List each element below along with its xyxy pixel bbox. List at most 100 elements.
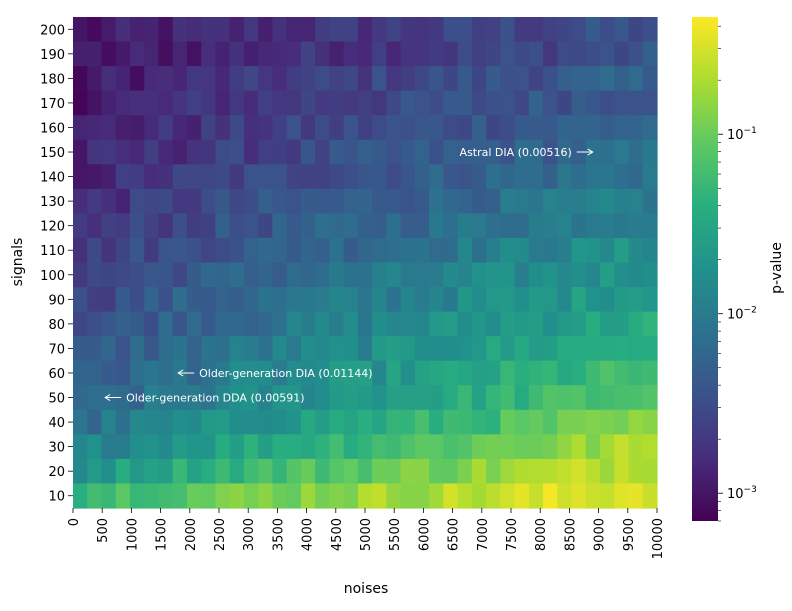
heatmap-cell [300,409,316,435]
heatmap-cell [272,188,288,214]
heatmap-cell [215,115,231,141]
heatmap-cell [172,311,188,337]
heatmap-cell [215,66,231,92]
heatmap-cell [571,434,587,460]
heatmap-cell [628,262,644,288]
heatmap-cell [514,90,530,116]
heatmap-cell [457,287,473,313]
heatmap-cell [272,90,288,116]
heatmap-cell [571,115,587,141]
heatmap-cell [115,336,131,362]
heatmap-cell [557,483,573,509]
heatmap-cell [229,287,245,313]
annotation-arrowhead [104,394,111,401]
heatmap-cell [215,409,231,435]
heatmap-cell [543,262,558,288]
heatmap-cell [129,360,145,386]
heatmap-cell [129,262,145,288]
heatmap-cell [315,458,330,485]
heatmap-cell [500,360,516,386]
heatmap-cell [258,90,274,116]
heatmap-cell [614,213,630,239]
heatmap-cell [357,213,373,239]
heatmap-cell [215,17,231,43]
x-axis: 0 500 1000 1500 2000 2500 3000 3500 4000 4500 5000… [67,508,666,559]
heatmap-cell [386,262,402,288]
heatmap-cell [201,287,217,313]
heatmap-cell [585,385,601,411]
heatmap-cell [186,213,202,239]
heatmap-cell [243,287,259,313]
heatmap-cell [243,66,259,92]
heatmap-cell [229,237,245,264]
heatmap-cell [543,213,558,239]
heatmap-cell [115,115,131,141]
heatmap-cell [600,360,615,386]
heatmap-cell [543,311,558,337]
heatmap-cell [628,287,644,313]
heatmap-cell [215,287,231,313]
heatmap-cell [614,483,630,509]
heatmap-cell [229,213,245,239]
heatmap-cell [628,237,644,264]
heatmap-cell [642,237,658,264]
heatmap-cell [471,458,487,485]
heatmap-cell [500,237,516,264]
heatmap-cell [386,311,402,337]
heatmap-cell [201,90,217,116]
heatmap-cell [315,66,330,92]
heatmap-cell [557,115,573,141]
heatmap-cell [158,287,174,313]
heatmap-cell [400,17,416,43]
heatmap-cell [144,434,160,460]
heatmap-cell [329,90,345,116]
heatmap-cell [115,287,131,313]
heatmap-cell [600,115,615,141]
x-tick-label: 5500 [388,518,403,551]
heatmap-cell [457,164,473,190]
heatmap-cell [201,311,217,337]
heatmap-cell [87,434,103,460]
heatmap-cell [87,483,103,509]
heatmap-cell [628,360,644,386]
heatmap-cell [300,262,316,288]
heatmap-cell [129,66,145,92]
heatmap-cell [585,115,601,141]
heatmap-cell [543,164,558,190]
heatmap-cell [243,139,259,165]
heatmap-cell [215,90,231,116]
heatmap-cell [414,17,430,43]
heatmap-cell [87,458,103,485]
y-tick-label: 110 [40,244,65,259]
heatmap-cell [215,434,231,460]
heatmap-cell [600,287,615,313]
heatmap-cell [129,483,145,509]
heatmap-cell [243,409,259,435]
heatmap-cell [329,115,345,141]
heatmap-cell [329,360,345,386]
heatmap-cell [129,41,145,67]
heatmap-cell [557,66,573,92]
heatmap-cell [600,237,615,264]
heatmap-cell [486,287,501,313]
heatmap-cell [300,115,316,141]
heatmap-cell [258,336,274,362]
heatmap-cell [471,139,487,165]
heatmap-cell [514,164,530,190]
heatmap-cell [272,139,288,165]
heatmap-cell [571,360,587,386]
heatmap-cell [343,237,359,264]
heatmap-cell [372,164,387,190]
x-tick-label: 2500 [213,518,228,551]
heatmap-cell [571,336,587,362]
heatmap-cell [300,17,316,43]
heatmap-cell [628,164,644,190]
heatmap-cell [144,17,160,43]
heatmap-cell [457,90,473,116]
heatmap-cell [129,115,145,141]
heatmap-cell [144,311,160,337]
heatmap-cell [600,311,615,337]
heatmap-cell [471,262,487,288]
heatmap-cell [115,164,131,190]
heatmap-cell [628,434,644,460]
